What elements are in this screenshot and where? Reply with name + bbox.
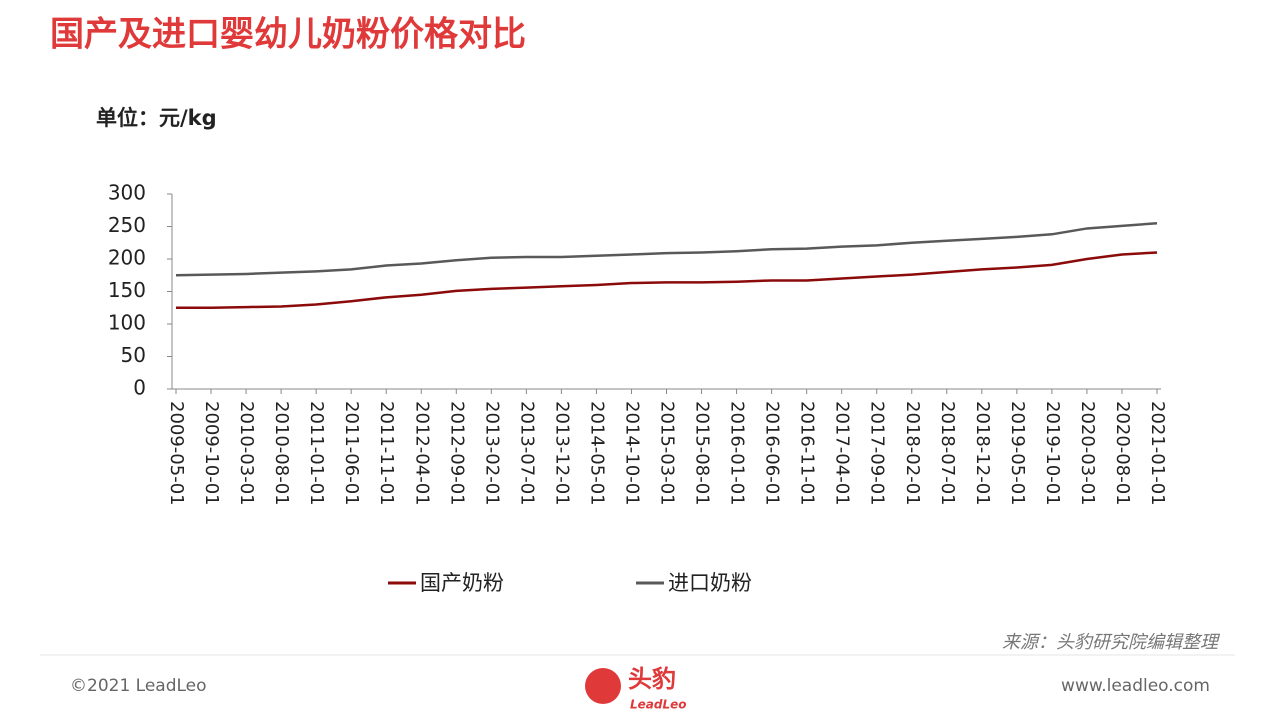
chart-title: 国产及进口婴幼儿奶粉价格对比	[50, 15, 526, 55]
x-tick-label: 2017-04-01	[832, 401, 853, 506]
y-tick-label: 150	[108, 278, 146, 302]
x-tick-label: 2016-06-01	[762, 401, 783, 506]
y-tick-label: 200	[108, 246, 146, 270]
x-tick-label: 2014-05-01	[586, 401, 607, 506]
x-tick-label: 2014-10-01	[621, 401, 642, 506]
website: www.leadleo.com	[1061, 676, 1210, 696]
series-line	[176, 251, 1158, 309]
x-tick-label: 2015-03-01	[657, 401, 678, 506]
x-tick-label: 2010-03-01	[236, 401, 257, 506]
x-tick-label: 2013-02-01	[481, 401, 502, 506]
y-tick-label: 0	[133, 376, 146, 400]
logo-mark	[585, 668, 621, 704]
y-tick-label: 250	[108, 213, 146, 237]
x-tick-label: 2011-01-01	[306, 401, 327, 506]
logo-text: 头豹	[628, 665, 676, 693]
x-tick-label: 2018-12-01	[972, 401, 993, 506]
x-tick-label: 2016-01-01	[727, 401, 748, 506]
x-tick-label: 2021-01-01	[1147, 401, 1168, 506]
x-tick-label: 2018-02-01	[902, 401, 923, 506]
x-tick-label: 2016-11-01	[797, 401, 818, 506]
logo-sub: LeadLeo	[630, 698, 687, 712]
x-tick-label: 2012-04-01	[411, 401, 432, 506]
y-tick-label: 50	[121, 343, 146, 367]
x-tick-label: 2019-10-01	[1042, 401, 1063, 506]
y-tick-label: 100	[108, 311, 146, 335]
x-tick-label: 2013-12-01	[551, 401, 572, 506]
series-line	[175, 222, 1158, 277]
y-tick-label: 300	[108, 181, 146, 205]
x-tick-label: 2019-05-01	[1007, 401, 1028, 506]
x-tick-label: 2011-06-01	[341, 401, 362, 506]
x-tick-label: 2015-08-01	[692, 401, 713, 506]
x-tick-label: 2017-09-01	[867, 401, 888, 506]
x-tick-label: 2013-07-01	[516, 401, 537, 506]
x-tick-label: 2012-09-01	[446, 401, 467, 506]
chart: 0 50 100 150 200 250 300 2009-05-01 2009-10-01 20…	[108, 181, 1168, 596]
x-tick-label: 2020-03-01	[1077, 401, 1098, 506]
legend-label: 国产奶粉	[420, 571, 504, 595]
legend-label: 进口奶粉	[668, 571, 752, 595]
x-tick-label: 2010-08-01	[271, 401, 292, 506]
x-tick-label: 2020-08-01	[1112, 401, 1133, 506]
copyright: ©2021 LeadLeo	[70, 676, 207, 696]
x-tick-label: 2009-10-01	[201, 401, 222, 506]
source: 来源：头豹研究院编辑整理	[1002, 632, 1221, 653]
x-tick-label: 2011-11-01	[376, 401, 397, 506]
x-tick-label: 2018-07-01	[937, 401, 958, 506]
unit-label: 单位：元/kg	[96, 106, 217, 130]
x-tick-label: 2009-05-01	[166, 401, 187, 506]
